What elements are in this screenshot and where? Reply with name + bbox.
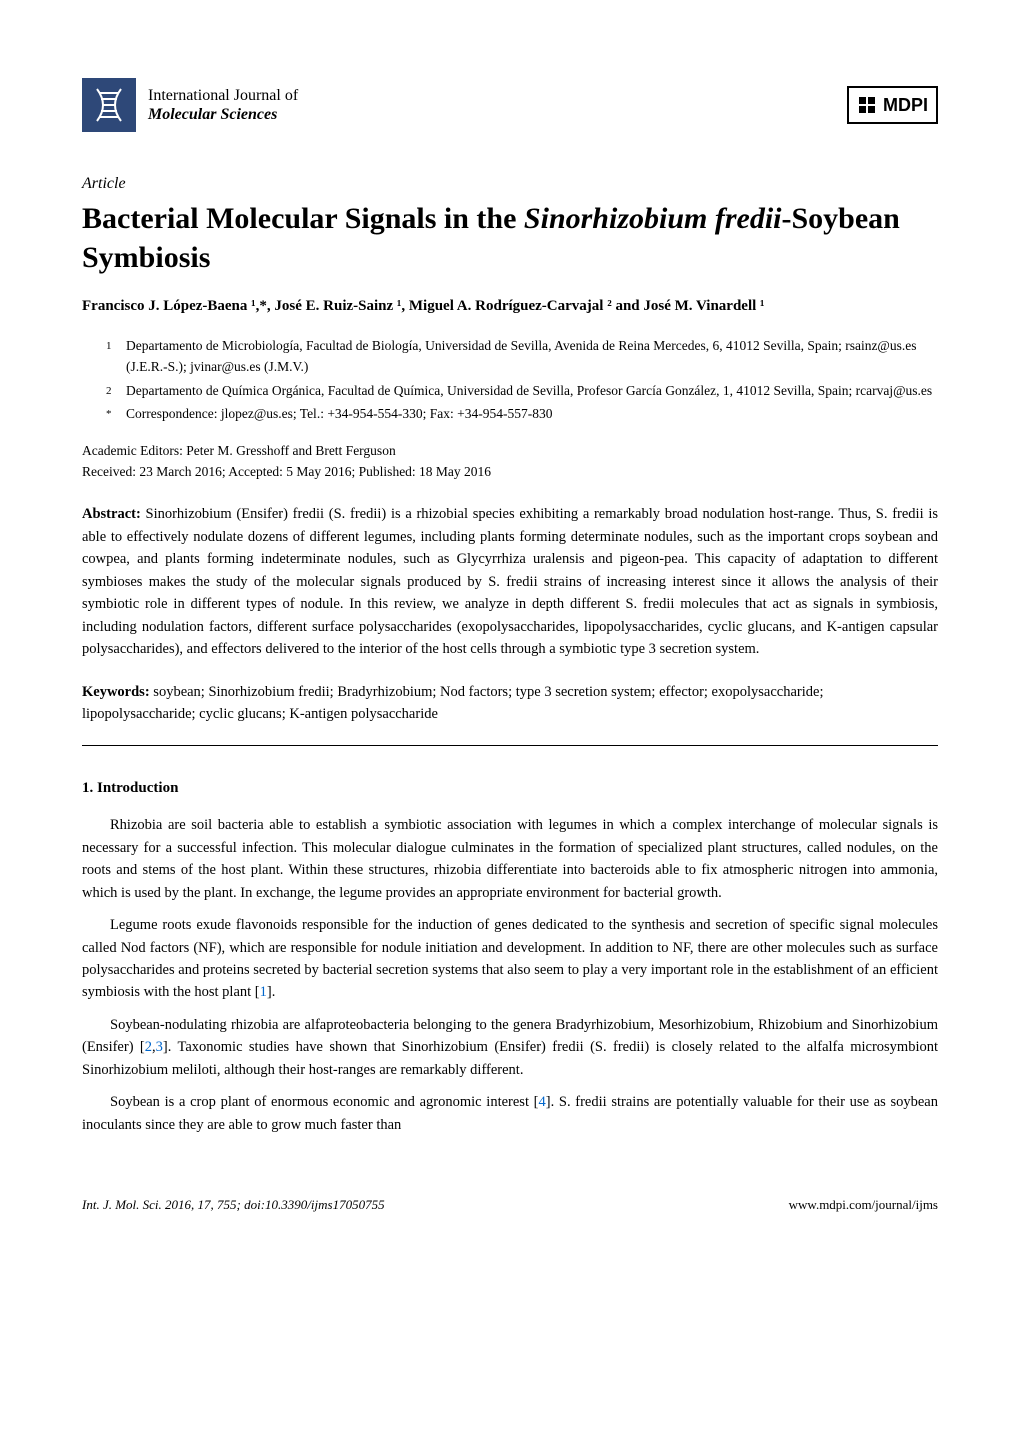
journal-name: International Journal of Molecular Scien… bbox=[148, 86, 298, 124]
page-footer: Int. J. Mol. Sci. 2016, 17, 755; doi:10.… bbox=[82, 1196, 938, 1215]
article-dates: Received: 23 March 2016; Accepted: 5 May… bbox=[82, 462, 938, 483]
keywords-label: Keywords: bbox=[82, 684, 150, 700]
header: International Journal of Molecular Scien… bbox=[82, 78, 938, 132]
journal-name-line2: Molecular Sciences bbox=[148, 105, 298, 124]
separator-rule bbox=[82, 745, 938, 746]
publisher-logo: MDPI bbox=[847, 86, 938, 124]
title-part-pre: Bacterial Molecular Signals in the bbox=[82, 202, 524, 235]
reference-link[interactable]: 4 bbox=[539, 1094, 546, 1110]
editors-dates: Academic Editors: Peter M. Gresshoff and… bbox=[82, 441, 938, 483]
body-paragraph: Legume roots exude flavonoids responsibl… bbox=[82, 914, 938, 1004]
reference-link[interactable]: 2 bbox=[145, 1039, 152, 1055]
journal-brand: International Journal of Molecular Scien… bbox=[82, 78, 298, 132]
journal-logo-icon bbox=[82, 78, 136, 132]
para-text: ]. bbox=[267, 984, 275, 1000]
para-text: Soybean is a crop plant of enormous econ… bbox=[110, 1094, 539, 1110]
reference-link[interactable]: 3 bbox=[156, 1039, 163, 1055]
affiliation-item: 2 Departamento de Química Orgánica, Facu… bbox=[106, 381, 938, 402]
footer-citation: Int. J. Mol. Sci. 2016, 17, 755; doi:10.… bbox=[82, 1196, 385, 1215]
body-paragraph: Soybean is a crop plant of enormous econ… bbox=[82, 1091, 938, 1136]
affiliation-num: 1 bbox=[106, 336, 126, 378]
article-title: Bacterial Molecular Signals in the Sinor… bbox=[82, 199, 938, 277]
affiliation-num: 2 bbox=[106, 381, 126, 402]
reference-link[interactable]: 1 bbox=[260, 984, 267, 1000]
section-heading: 1. Introduction bbox=[82, 778, 938, 800]
abstract-text: Sinorhizobium (Ensifer) fredii (S. fredi… bbox=[82, 506, 938, 657]
footer-url: www.mdpi.com/journal/ijms bbox=[789, 1196, 938, 1215]
keywords: Keywords: soybean; Sinorhizobium fredii;… bbox=[82, 681, 938, 726]
title-part-italic: Sinorhizobium fredii bbox=[524, 202, 782, 235]
affiliation-text: Correspondence: jlopez@us.es; Tel.: +34-… bbox=[126, 404, 938, 425]
affiliations: 1 Departamento de Microbiología, Faculta… bbox=[106, 336, 938, 426]
body-paragraph: Rhizobia are soil bacteria able to estab… bbox=[82, 814, 938, 904]
affiliation-text: Departamento de Química Orgánica, Facult… bbox=[126, 381, 938, 402]
authors: Francisco J. López-Baena ¹,*, José E. Ru… bbox=[82, 295, 938, 318]
affiliation-item: * Correspondence: jlopez@us.es; Tel.: +3… bbox=[106, 404, 938, 425]
academic-editors: Academic Editors: Peter M. Gresshoff and… bbox=[82, 441, 938, 462]
journal-name-line1: International Journal of bbox=[148, 86, 298, 105]
para-text: Legume roots exude flavonoids responsibl… bbox=[82, 917, 938, 1000]
body-paragraph: Soybean-nodulating rhizobia are alfaprot… bbox=[82, 1014, 938, 1081]
keywords-text: soybean; Sinorhizobium fredii; Bradyrhiz… bbox=[82, 684, 823, 722]
abstract-label: Abstract: bbox=[82, 506, 141, 522]
publisher-name: MDPI bbox=[883, 92, 928, 118]
affiliation-item: 1 Departamento de Microbiología, Faculta… bbox=[106, 336, 938, 378]
affiliation-num: * bbox=[106, 404, 126, 425]
article-type: Article bbox=[82, 172, 938, 195]
para-text: ]. Taxonomic studies have shown that Sin… bbox=[82, 1039, 938, 1077]
affiliation-text: Departamento de Microbiología, Facultad … bbox=[126, 336, 938, 378]
mdpi-mark-icon bbox=[857, 95, 877, 115]
abstract: Abstract: Sinorhizobium (Ensifer) fredii… bbox=[82, 503, 938, 660]
